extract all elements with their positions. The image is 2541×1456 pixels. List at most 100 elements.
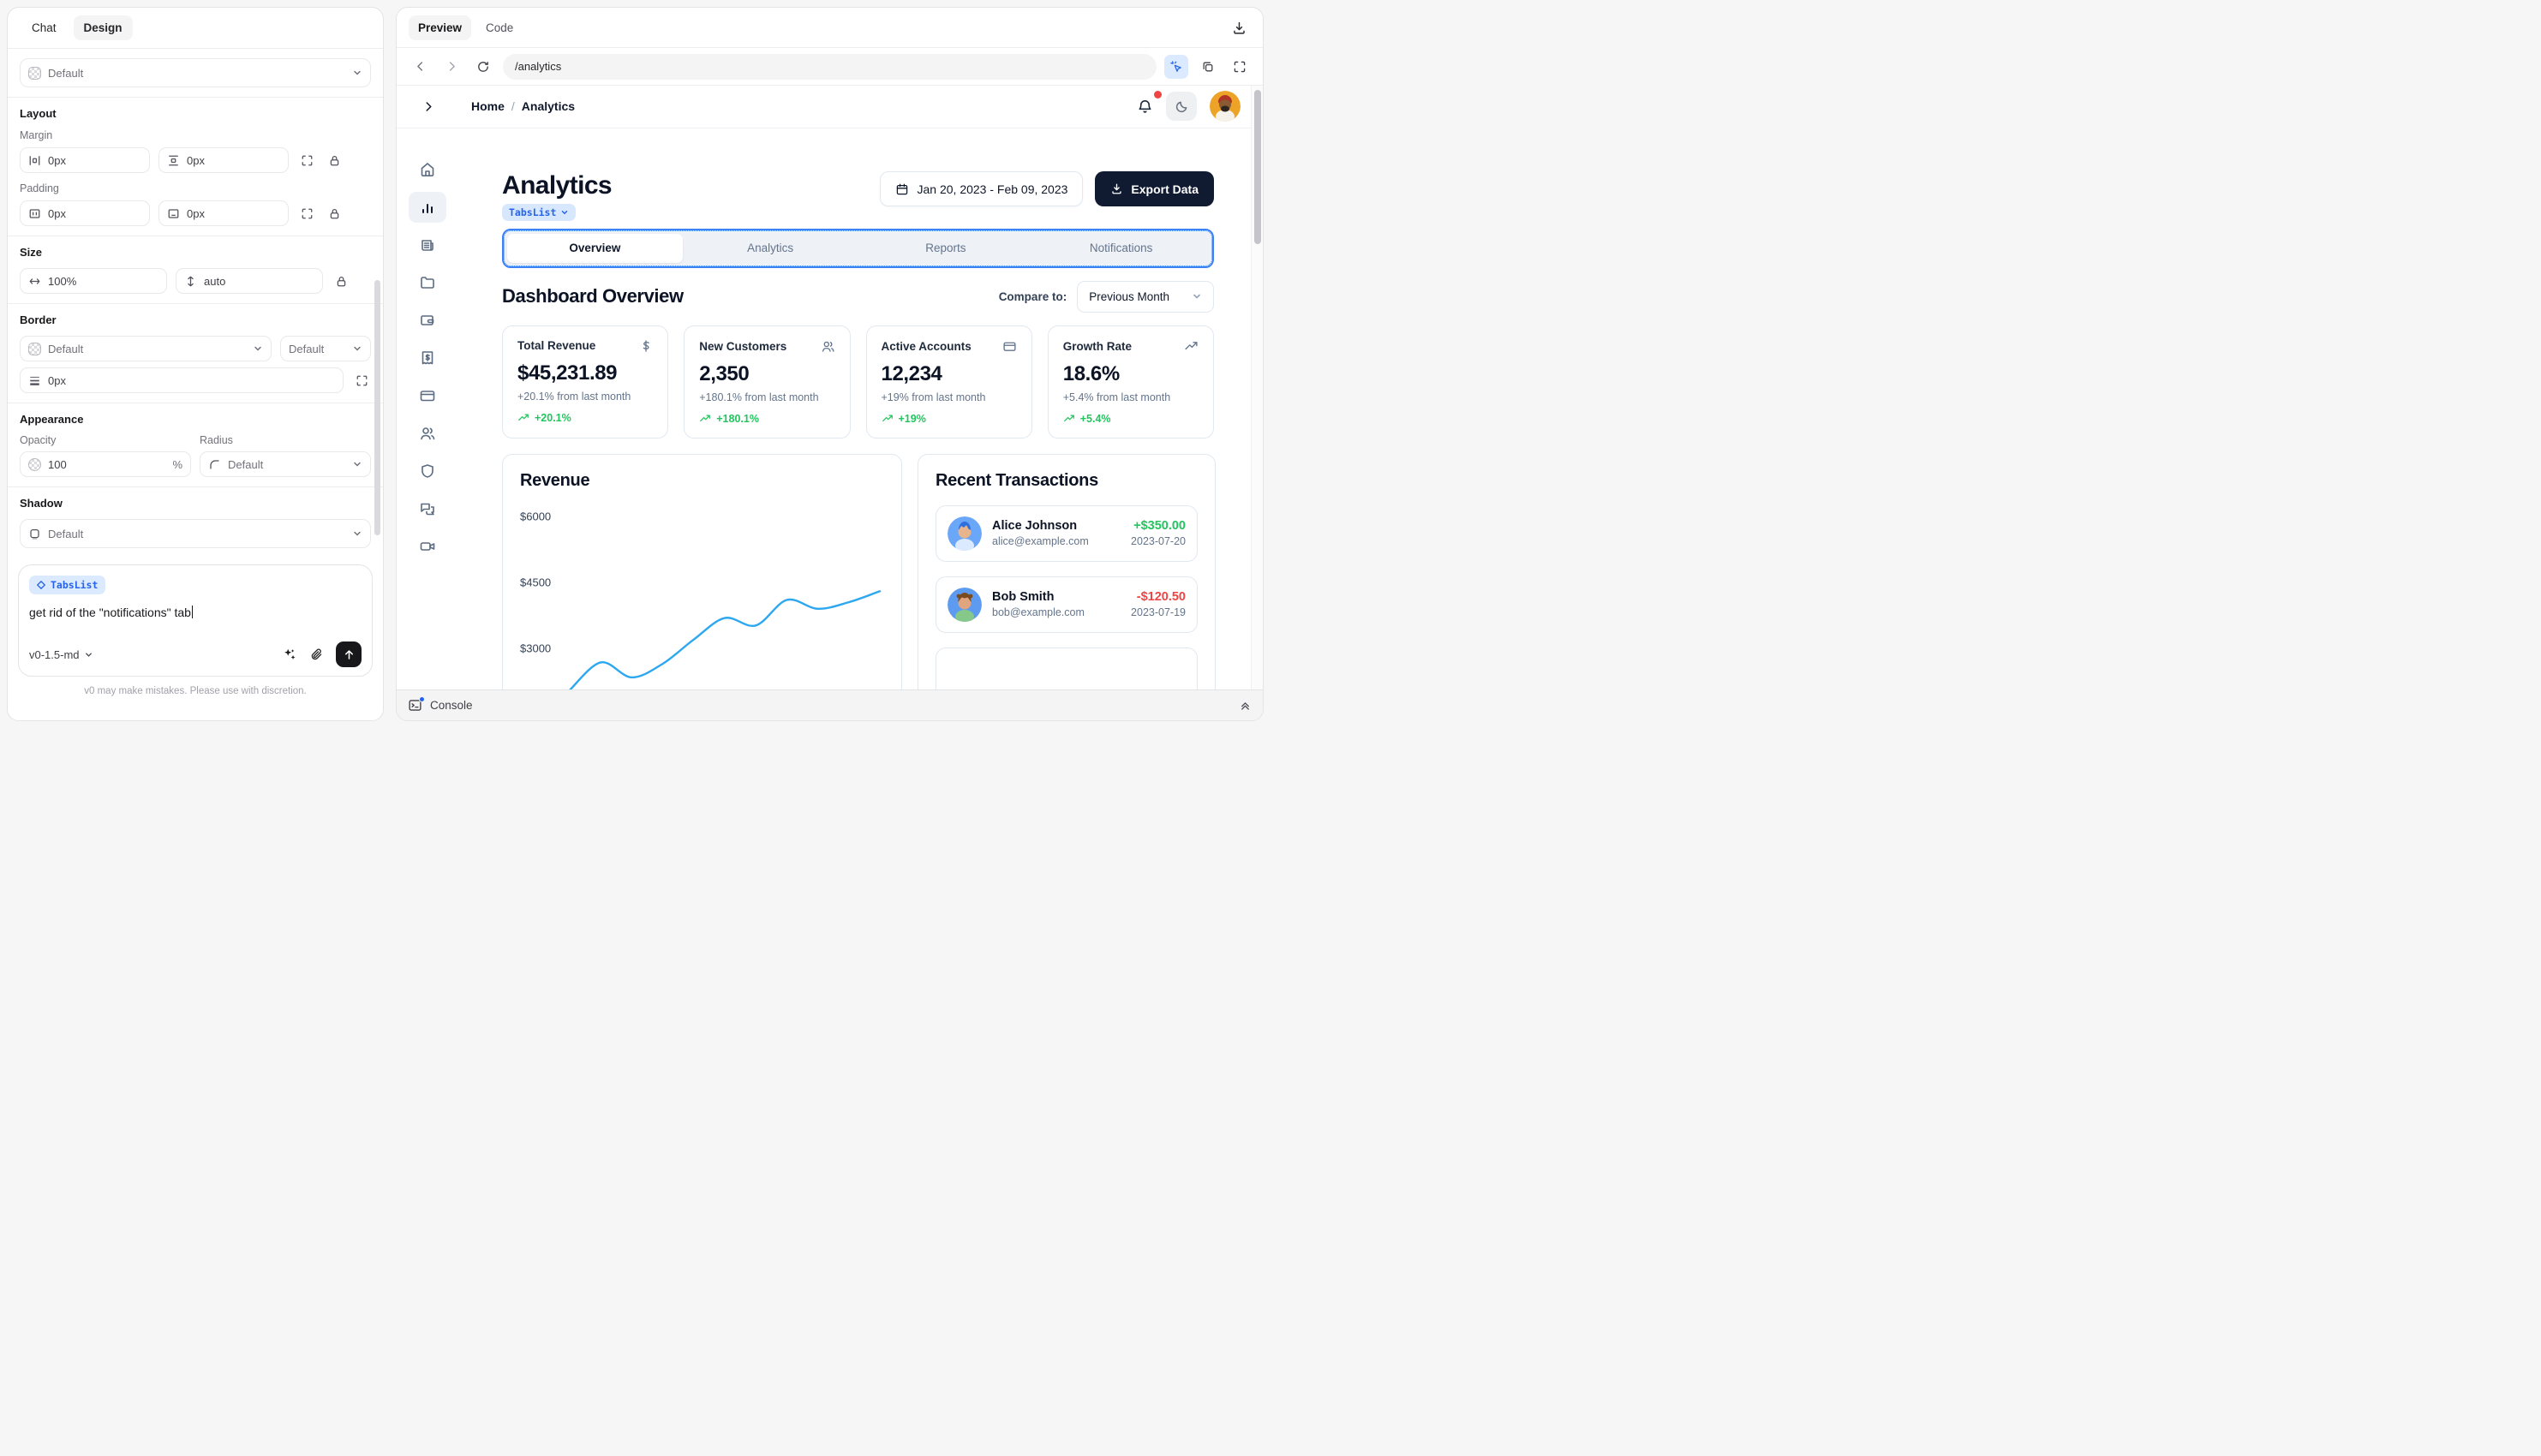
prompt-composer[interactable]: TabsList get rid of the "notifications" … (18, 564, 373, 677)
nav-analytics[interactable] (409, 192, 446, 223)
cursor-click-icon (1170, 60, 1181, 72)
opacity-label: Opacity (20, 434, 57, 446)
console-activity-dot (419, 696, 425, 702)
selected-element-chip[interactable]: TabsList (29, 576, 106, 594)
width-input[interactable]: 100% (20, 268, 167, 294)
tab-chat[interactable]: Chat (32, 21, 57, 34)
padding-label: Padding (20, 182, 59, 194)
chevron-down-icon (352, 459, 362, 469)
notifications-button[interactable] (1137, 90, 1162, 115)
prompt-input[interactable]: get rid of the "notifications" tab (29, 606, 362, 619)
list-item[interactable]: Bob Smith bob@example.com -$120.50 2023-… (936, 576, 1198, 633)
nav-cards[interactable] (409, 380, 446, 411)
submit-prompt-button[interactable] (336, 641, 362, 667)
height-input[interactable]: auto (176, 268, 323, 294)
date-range-picker[interactable]: Jan 20, 2023 - Feb 09, 2023 (879, 171, 1084, 206)
list-item[interactable]: Alice Johnson alice@example.com +$350.00… (936, 504, 1198, 562)
breadcrumb-home[interactable]: Home (471, 99, 505, 113)
nav-video[interactable] (409, 531, 446, 562)
margin-lock-button[interactable] (325, 151, 344, 170)
attach-file-button[interactable] (309, 647, 324, 662)
design-sidebar: Chat Design Default Layout Margin 0px (7, 7, 384, 721)
enhance-prompt-button[interactable] (282, 647, 297, 662)
theme-toggle-button[interactable] (1166, 92, 1197, 121)
chevron-down-icon (85, 652, 92, 657)
preview-scrollbar[interactable] (1251, 86, 1263, 689)
tab-analytics[interactable]: Analytics (747, 242, 794, 254)
tab-design[interactable]: Design (73, 15, 133, 40)
url-input[interactable]: /analytics (503, 53, 1157, 80)
tabs-list: Overview Analytics Reports Notifications (504, 230, 1212, 266)
padding-lock-button[interactable] (325, 204, 344, 223)
export-data-button[interactable]: Export Data (1095, 171, 1214, 206)
user-avatar[interactable] (1210, 91, 1241, 122)
users-icon (821, 339, 835, 354)
nav-wallet[interactable] (409, 305, 446, 336)
sidebar-scrollbar[interactable] (374, 280, 380, 535)
element-select[interactable]: Default (20, 58, 371, 87)
shadow-title: Shadow (20, 497, 63, 510)
copy-button[interactable] (1196, 55, 1220, 79)
y-tick: $3000 (520, 641, 552, 654)
console-label: Console (430, 699, 473, 712)
prompt-text: get rid of the "notifications" tab (29, 606, 191, 619)
tab-code[interactable]: Code (486, 21, 514, 34)
refresh-icon (478, 61, 488, 72)
shadow-icon (30, 528, 39, 540)
messages-icon (421, 503, 434, 516)
nav-files[interactable] (409, 267, 446, 298)
radius-select[interactable]: Default (200, 451, 371, 477)
back-button[interactable] (408, 55, 432, 79)
tab-reports[interactable]: Reports (925, 242, 966, 254)
forward-button[interactable] (439, 55, 463, 79)
sidebar-tabbar: Chat Design (8, 8, 383, 48)
stat-value: 18.6% (1062, 361, 1120, 385)
sidebar-toggle-button[interactable] (422, 100, 435, 113)
nav-invoices[interactable] (409, 343, 446, 373)
size-lock-button[interactable] (332, 272, 350, 290)
border-expand-button[interactable] (352, 371, 371, 390)
fullscreen-button[interactable] (1228, 55, 1252, 79)
console-bar[interactable]: Console (397, 689, 1263, 720)
padding-x-input[interactable]: 0px (20, 200, 150, 226)
tab-preview[interactable]: Preview (409, 15, 472, 40)
margin-expand-button[interactable] (297, 151, 316, 170)
lock-icon (337, 276, 345, 286)
console-expand-button[interactable] (1239, 699, 1252, 712)
margin-y-input[interactable]: 0px (158, 147, 289, 173)
tab-notifications[interactable]: Notifications (1089, 242, 1153, 254)
radius-value: Default (228, 457, 264, 471)
nav-security[interactable] (409, 456, 446, 486)
padding-expand-button[interactable] (297, 204, 316, 223)
download-button[interactable] (1227, 15, 1251, 39)
selected-element-badge[interactable]: TabsList (502, 203, 577, 221)
nav-home[interactable] (409, 154, 446, 185)
nav-news[interactable] (409, 230, 446, 260)
layout-title: Layout (20, 107, 57, 120)
list-item[interactable] (936, 647, 1198, 689)
border-style-select[interactable]: Default (280, 336, 371, 361)
breadcrumb-current: Analytics (521, 99, 576, 113)
compare-select[interactable]: Previous Month (1077, 280, 1214, 313)
opacity-icon (28, 457, 41, 471)
credit-card-icon (1002, 339, 1017, 354)
notification-dot (1154, 90, 1162, 98)
padding-y-input[interactable]: 0px (158, 200, 289, 226)
inspect-mode-button[interactable] (1164, 54, 1188, 79)
shadow-select[interactable]: Default (20, 519, 371, 548)
border-color-select[interactable]: Default (20, 336, 272, 361)
trending-up-icon (882, 415, 893, 421)
border-width-input[interactable]: 0px (20, 367, 344, 393)
model-selector[interactable]: v0-1.5-md (29, 648, 93, 661)
refresh-button[interactable] (471, 55, 495, 79)
compare-value: Previous Month (1089, 289, 1169, 303)
stat-card-growth-rate: Growth Rate 18.6% +5.4% from last month … (1047, 325, 1214, 439)
scrollbar-thumb[interactable] (1254, 90, 1261, 244)
opacity-input[interactable]: 100 % (20, 451, 191, 477)
nav-messages[interactable] (409, 493, 446, 524)
divider (8, 486, 383, 487)
margin-x-input[interactable]: 0px (20, 147, 150, 173)
chevron-right-icon (426, 101, 432, 111)
nav-users[interactable] (409, 418, 446, 449)
tab-overview[interactable]: Overview (507, 233, 683, 263)
